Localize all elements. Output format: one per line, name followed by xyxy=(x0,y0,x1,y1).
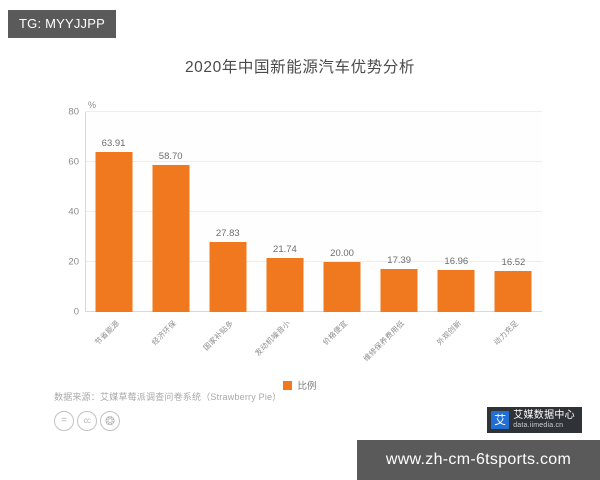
x-axis-category-label: 国家补贴多 xyxy=(201,318,235,353)
logo-url: data.iimedia.cn xyxy=(513,421,564,429)
gridline xyxy=(85,111,542,112)
bar[interactable] xyxy=(95,152,133,312)
bar[interactable] xyxy=(152,165,190,312)
equals-icon: = xyxy=(54,411,74,431)
bar-value-label: 27.83 xyxy=(215,228,240,240)
bar[interactable] xyxy=(266,257,304,312)
bar-value-label: 58.70 xyxy=(158,151,183,163)
y-axis-tick: 20 xyxy=(68,256,79,268)
legend-swatch-icon xyxy=(283,380,293,390)
logo-text: 艾媒数据中心 data.iimedia.cn xyxy=(513,411,575,429)
bar-group[interactable]: 16.96 外观创新 xyxy=(428,112,485,347)
bar-group[interactable]: 27.83 国家补贴多 xyxy=(199,112,256,352)
y-axis-unit: % xyxy=(88,100,97,110)
bar-value-label: 16.96 xyxy=(444,255,469,267)
bar-group[interactable]: 17.39 维修保养费用低 xyxy=(362,112,428,363)
bar-value-label: 63.91 xyxy=(101,138,126,150)
source-note: 数据来源：艾媒草莓派调查问卷系统（Strawberry Pie） xyxy=(54,392,282,402)
x-axis-category-label: 节省能源 xyxy=(92,318,121,347)
bar[interactable] xyxy=(323,262,361,312)
y-axis-line xyxy=(85,112,86,312)
legend-label: 比例 xyxy=(297,381,317,392)
logo-name: 艾媒数据中心 xyxy=(513,410,575,422)
x-axis-line xyxy=(85,311,542,312)
x-axis-category-label: 外观创新 xyxy=(435,318,464,347)
person-icon: ❂ xyxy=(100,411,120,431)
bar-value-label: 16.52 xyxy=(501,256,526,268)
y-axis-tick: 60 xyxy=(68,156,79,168)
bar-value-label: 17.39 xyxy=(387,254,412,266)
x-axis-category-label: 动力充足 xyxy=(492,318,521,347)
gridline xyxy=(85,211,542,212)
y-axis-tick: 80 xyxy=(68,106,79,118)
bar-group[interactable]: 63.91 节省能源 xyxy=(85,112,142,347)
chart-legend: 比例 xyxy=(0,378,600,392)
logo-mark-icon: 艾 xyxy=(491,411,510,429)
bar[interactable] xyxy=(494,270,532,312)
gridline xyxy=(85,161,542,162)
bar-group[interactable]: 20.00 价格便宜 xyxy=(314,112,371,347)
watermark-bar: www.zh-cm-6tsports.com xyxy=(357,440,600,480)
y-axis-tick: 0 xyxy=(73,306,79,318)
bar-series: 63.91 节省能源 58.70 经济环保 27.83 国家补贴多 21.74 发动机噪音小 2… xyxy=(85,112,542,363)
plot-area: 0 20 40 60 80 63.91 节省能源 58.70 经济环保 27.83 国家补贴多 21… xyxy=(68,107,542,363)
license-icons: = cc ❂ xyxy=(54,411,120,431)
bar-group[interactable]: 58.70 经济环保 xyxy=(142,112,199,347)
y-axis-tick: 40 xyxy=(68,206,79,218)
page-title: 2020年中国新能源汽车优势分析 xyxy=(184,59,416,76)
bar-value-label: 21.74 xyxy=(273,243,297,255)
bar-group[interactable]: 16.52 动力充足 xyxy=(485,112,542,347)
x-axis-category-label: 价格便宜 xyxy=(320,318,350,347)
creative-commons-icon: cc xyxy=(77,411,97,431)
bar-value-label: 20.00 xyxy=(330,248,354,259)
x-axis-category-label: 经济环保 xyxy=(149,318,178,347)
tag-badge: TG: MYYJJPP xyxy=(8,10,116,38)
x-axis-category-label: 发动机噪音小 xyxy=(252,318,293,358)
bar[interactable] xyxy=(380,268,418,312)
x-axis-category-label: 维修保养费用低 xyxy=(361,318,407,364)
bar[interactable] xyxy=(209,242,247,312)
gridline xyxy=(85,261,542,262)
chart-container: % 0 20 40 60 80 63.91 节省能源 58.70 经济环保 27.83 国家补贴多… xyxy=(55,100,550,363)
bar[interactable] xyxy=(437,269,475,312)
brand-logo: 艾 艾媒数据中心 data.iimedia.cn xyxy=(487,407,582,433)
bar-group[interactable]: 21.74 发动机噪音小 xyxy=(253,112,313,358)
